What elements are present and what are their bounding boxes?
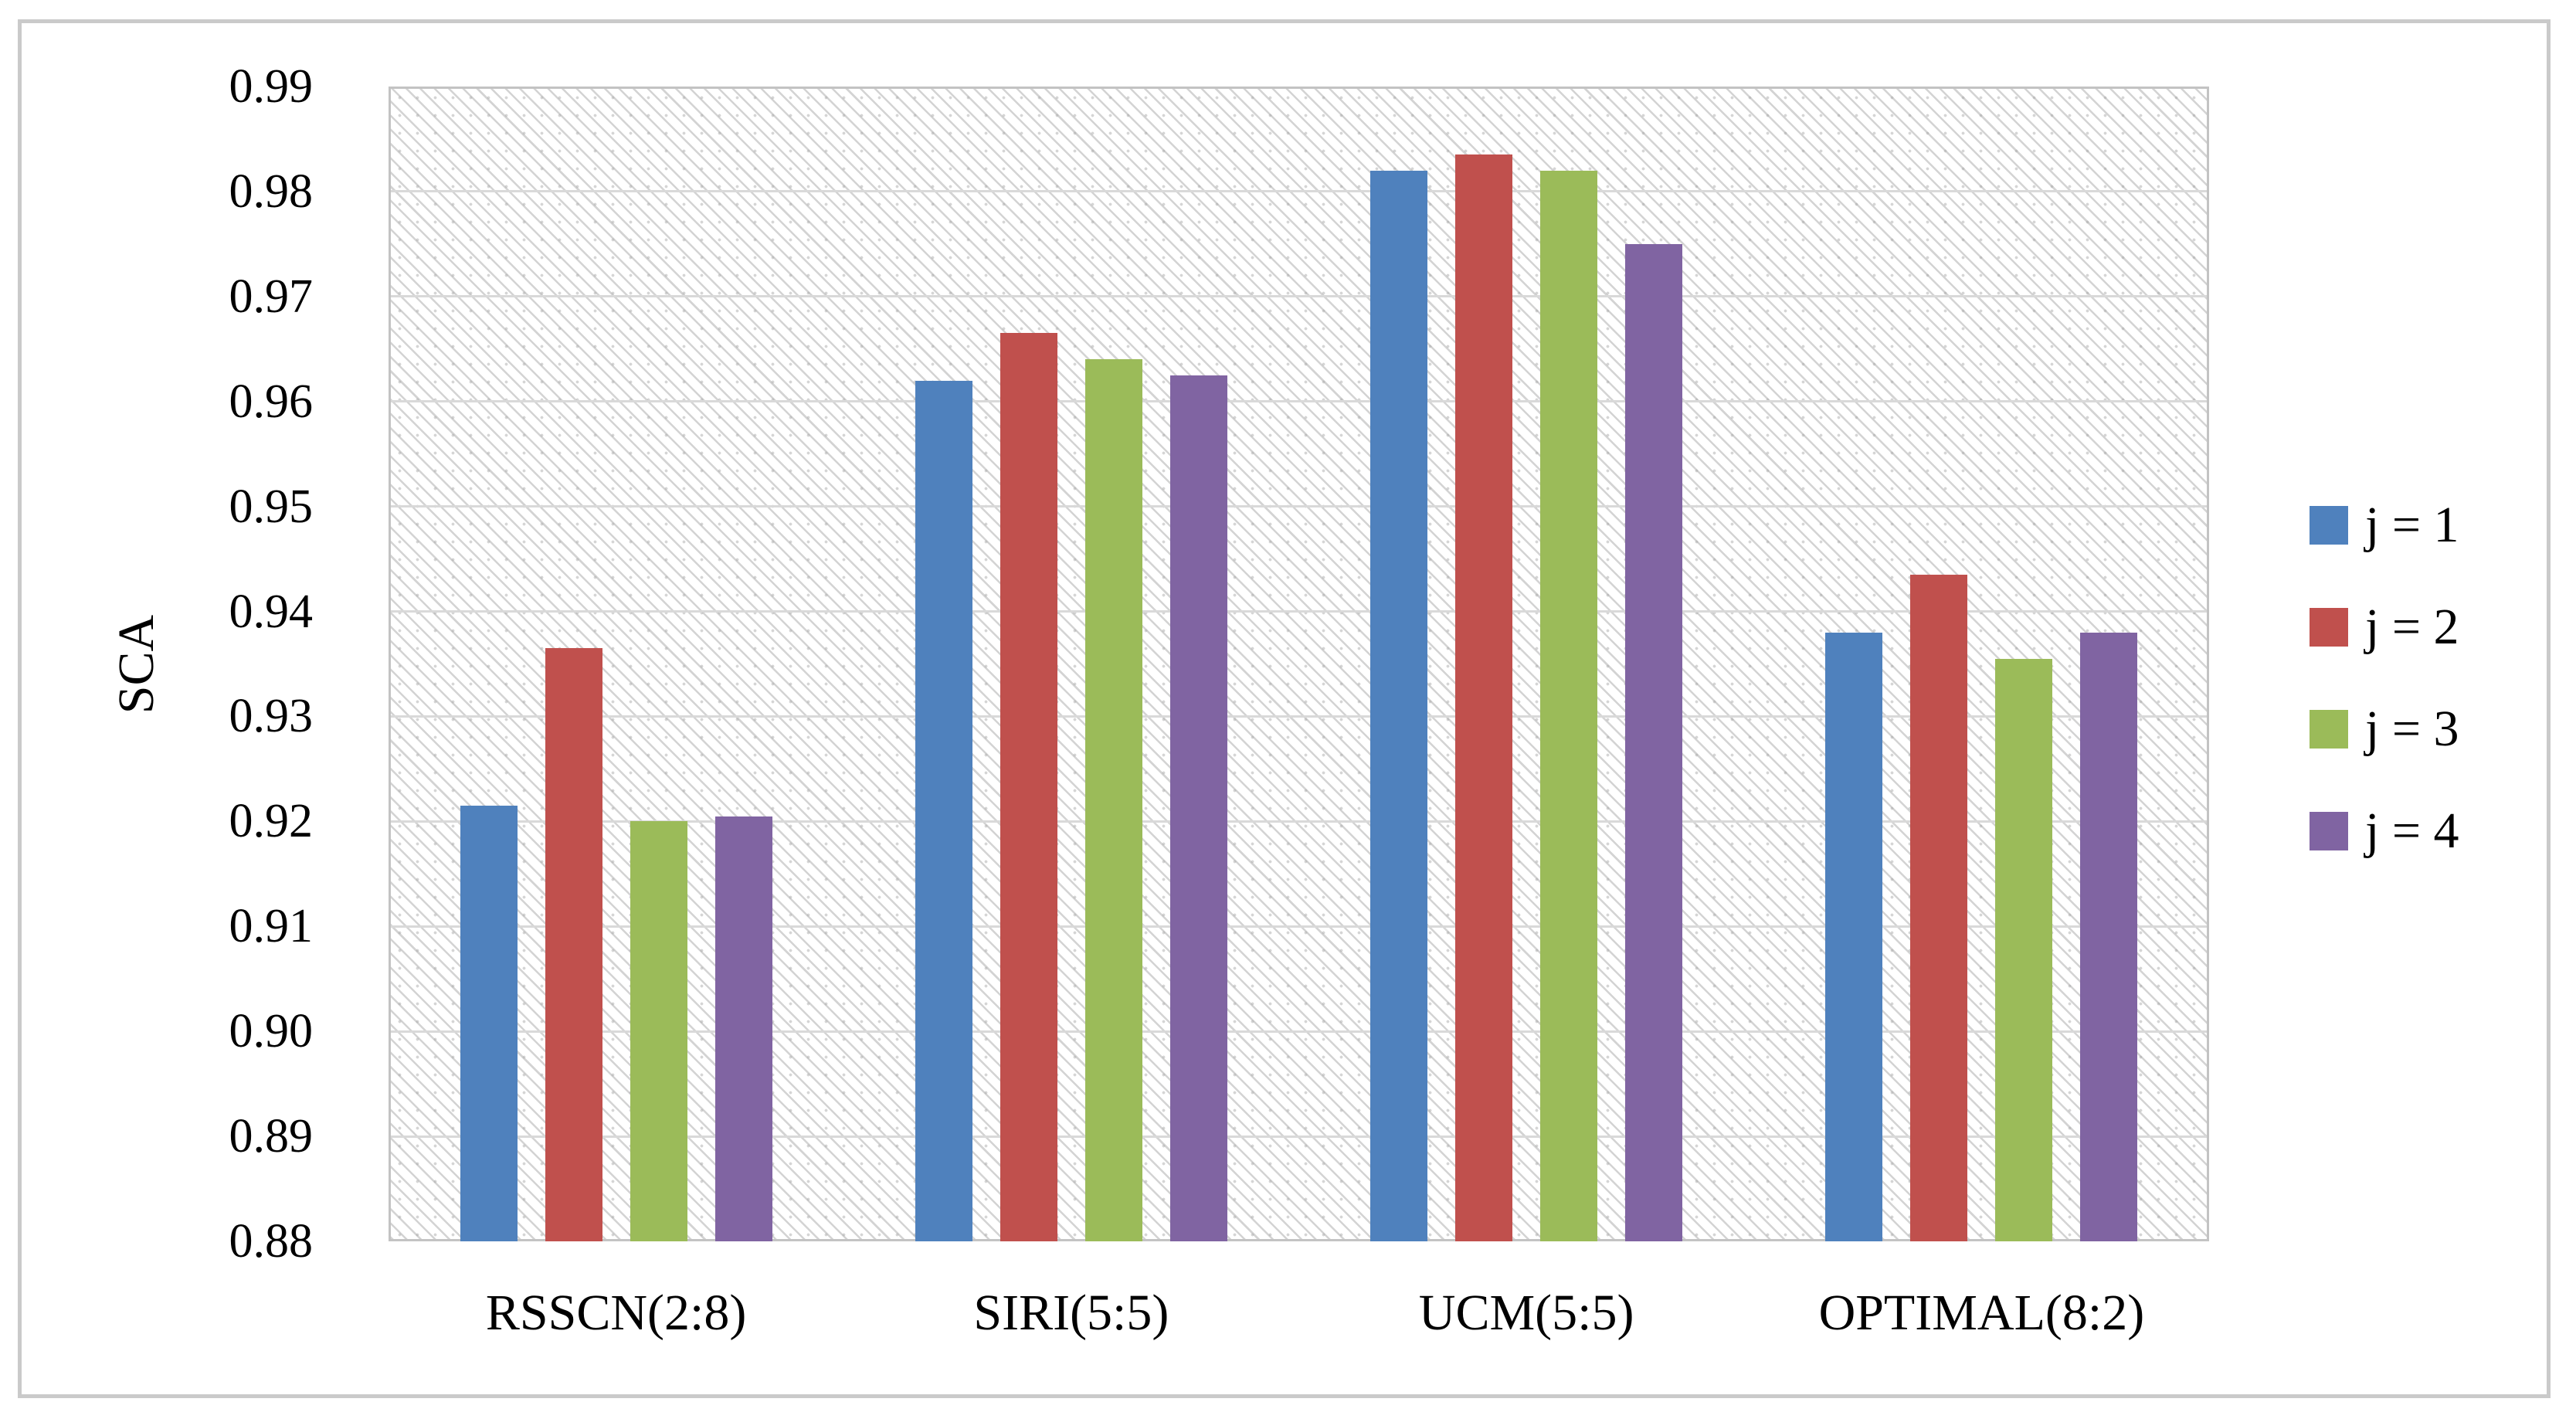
legend-swatch-j4: [2310, 812, 2348, 850]
x-category-label: SIRI(5:5): [973, 1285, 1169, 1341]
gridline: [391, 1030, 2207, 1033]
bar-j4-siri55: [1169, 375, 1227, 1241]
legend-swatch-j3: [2310, 710, 2348, 749]
gridline: [391, 190, 2207, 193]
bar-j3-ucm55: [1540, 170, 1598, 1241]
bar-j4-ucm55: [1625, 243, 1683, 1241]
y-tick-label: 0.96: [229, 375, 314, 428]
y-tick-label: 0.99: [229, 60, 314, 113]
x-category-label: RSSCN(2:8): [485, 1285, 747, 1341]
y-tick-label: 0.90: [229, 1005, 314, 1058]
gridline: [391, 715, 2207, 718]
y-tick-label: 0.93: [229, 690, 314, 743]
bar-j3-optimal82: [1995, 658, 2053, 1241]
gridline: [391, 1135, 2207, 1138]
bar-j4-rsscn28: [714, 816, 772, 1241]
gridline: [391, 610, 2207, 613]
bar-j2-rsscn28: [545, 648, 602, 1241]
bar-j1-ucm55: [1370, 170, 1428, 1241]
legend-label-j1: j = 1: [2365, 497, 2459, 553]
legend-label-j4: j = 4: [2365, 803, 2459, 859]
legend-swatch-j2: [2310, 608, 2348, 647]
y-tick-label: 0.92: [229, 795, 314, 848]
bar-j4-optimal82: [2080, 632, 2138, 1241]
legend-swatch-j1: [2310, 506, 2348, 545]
x-category-label: OPTIMAL(8:2): [1818, 1285, 2145, 1341]
x-category-label: UCM(5:5): [1418, 1285, 1634, 1341]
plot-area: [389, 87, 2209, 1241]
gridline: [391, 925, 2207, 928]
bar-j2-ucm55: [1455, 154, 1513, 1241]
legend-label-j2: j = 2: [2365, 599, 2459, 655]
y-tick-label: 0.97: [229, 270, 314, 323]
figure-border: [18, 19, 2551, 1398]
bar-j1-siri55: [915, 380, 972, 1241]
gridline: [391, 295, 2207, 298]
y-tick-label: 0.98: [229, 165, 314, 218]
y-tick-label: 0.95: [229, 480, 314, 533]
y-tick-label: 0.89: [229, 1110, 314, 1163]
gridline: [391, 820, 2207, 823]
y-tick-label: 0.91: [229, 900, 314, 953]
gridline: [391, 505, 2207, 508]
legend-label-j3: j = 3: [2365, 701, 2459, 757]
bar-j1-optimal82: [1825, 632, 1883, 1241]
y-tick-label: 0.88: [229, 1215, 314, 1268]
bar-j1-rsscn28: [460, 805, 518, 1241]
bar-j2-siri55: [1000, 333, 1057, 1241]
bar-j2-optimal82: [1910, 574, 1968, 1241]
y-tick-label: 0.94: [229, 585, 314, 638]
bar-j3-rsscn28: [630, 821, 687, 1241]
bar-j3-siri55: [1084, 359, 1142, 1241]
gridline: [391, 400, 2207, 403]
